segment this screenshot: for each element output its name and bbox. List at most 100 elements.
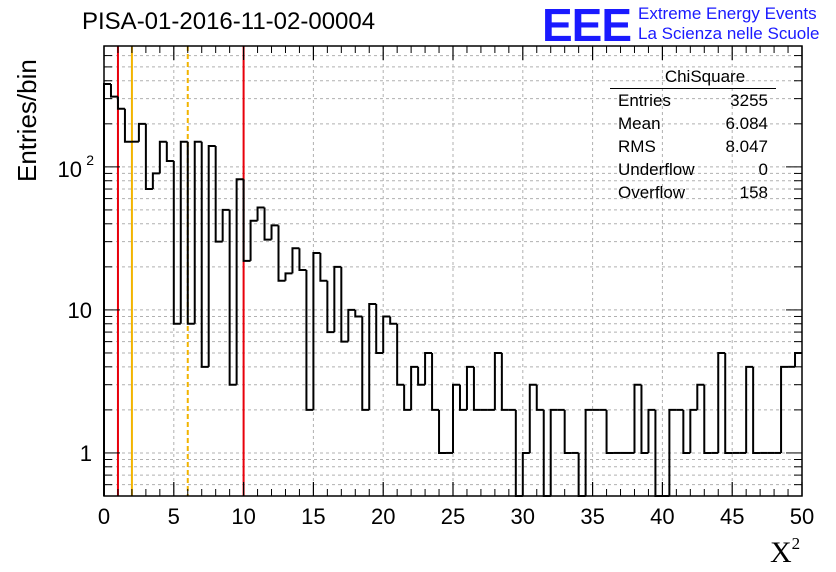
x-axis-label: X2 bbox=[770, 534, 801, 570]
stats-row: Mean 6.084 bbox=[610, 112, 776, 135]
histogram-bin bbox=[528, 383, 537, 453]
histogram-bin bbox=[375, 303, 384, 354]
chart-title: PISA-01-2016-11-02-00004 bbox=[82, 8, 376, 35]
histogram-bin bbox=[640, 384, 649, 454]
histogram-bin bbox=[452, 383, 460, 453]
histogram-bin bbox=[417, 366, 426, 386]
histogram-bin bbox=[696, 383, 705, 410]
x-tick-label: 5 bbox=[168, 504, 180, 529]
x-tick-label: 15 bbox=[301, 504, 325, 529]
stats-label: Entries bbox=[618, 91, 671, 110]
stats-row: Overflow 158 bbox=[610, 181, 776, 204]
histogram-bin bbox=[103, 82, 111, 496]
y-tick-label-exponent: 2 bbox=[86, 152, 94, 168]
histogram-bin bbox=[116, 96, 125, 110]
x-tick-label: 50 bbox=[790, 504, 814, 529]
histogram-bin bbox=[263, 207, 272, 241]
x-tick-label: 0 bbox=[98, 504, 110, 529]
histogram-bin bbox=[207, 144, 216, 367]
stats-title: ChiSquare bbox=[610, 66, 776, 89]
histogram-bin bbox=[193, 140, 202, 324]
x-axis-label-base: X bbox=[770, 536, 792, 569]
histogram-bin bbox=[724, 352, 733, 454]
histogram-bin bbox=[312, 251, 321, 410]
histogram-bin bbox=[361, 316, 370, 411]
histogram-bin bbox=[221, 208, 230, 242]
y-tick-label: 10 bbox=[68, 298, 92, 323]
histogram-bin bbox=[472, 366, 481, 411]
histogram-bin bbox=[780, 365, 789, 453]
histogram-bin bbox=[214, 145, 223, 243]
eee-logo: EEE bbox=[542, 0, 632, 51]
stats-value: 0 bbox=[758, 160, 768, 179]
histogram-bin bbox=[682, 409, 691, 454]
x-tick-label: 20 bbox=[371, 504, 395, 529]
histogram-bin bbox=[151, 172, 160, 190]
stats-label: RMS bbox=[618, 137, 656, 156]
histogram-bin bbox=[354, 309, 363, 318]
stats-row: RMS 8.047 bbox=[610, 135, 776, 158]
histogram-bin bbox=[200, 141, 209, 368]
histogram-bin bbox=[465, 365, 474, 410]
histogram-bin bbox=[368, 302, 377, 410]
histogram-bin bbox=[235, 178, 244, 385]
histogram-bin bbox=[668, 408, 677, 496]
histogram-bin bbox=[298, 248, 307, 272]
histogram-bin bbox=[535, 384, 544, 411]
y-axis-label: Entries/bin bbox=[12, 59, 42, 182]
stats-value: 8.047 bbox=[725, 137, 768, 156]
x-tick-label: 25 bbox=[441, 504, 465, 529]
stats-box: ChiSquare Entries 3255 Mean 6.084 RMS 8.047… bbox=[610, 66, 776, 204]
logo-line-2: La Scienza nelle Scuole bbox=[638, 24, 820, 43]
stats-label: Underflow bbox=[618, 160, 695, 179]
stats-row: Underflow 0 bbox=[610, 158, 776, 181]
histogram-bin bbox=[340, 266, 349, 343]
histogram-bin bbox=[605, 409, 614, 454]
histogram-bin bbox=[277, 225, 286, 282]
histogram-bin bbox=[305, 270, 314, 411]
histogram-bin bbox=[431, 352, 440, 411]
histogram-bin bbox=[165, 141, 174, 162]
histogram-bin bbox=[500, 352, 509, 411]
histogram-bin bbox=[109, 83, 118, 98]
histogram-bin bbox=[584, 408, 593, 496]
histogram-bin bbox=[563, 409, 572, 454]
x-axis-label-sup: 2 bbox=[791, 534, 801, 553]
histogram-bin bbox=[270, 224, 279, 240]
x-tick-label: 40 bbox=[650, 504, 674, 529]
histogram-bin bbox=[396, 323, 405, 386]
histogram-bin bbox=[249, 219, 258, 261]
histogram-bin bbox=[403, 384, 412, 411]
histogram-bin bbox=[172, 160, 181, 325]
logo-line-1: Extreme Energy Events bbox=[638, 4, 817, 23]
histogram-bins bbox=[103, 82, 802, 497]
x-tick-label: 35 bbox=[580, 504, 604, 529]
x-tick-label: 30 bbox=[511, 504, 535, 529]
histogram-bin bbox=[633, 383, 642, 453]
histogram-bin bbox=[410, 365, 419, 410]
histogram-bin bbox=[745, 365, 754, 453]
histogram-bin bbox=[794, 351, 802, 367]
stats-row: Entries 3255 bbox=[610, 89, 776, 112]
histogram-bin bbox=[689, 408, 698, 453]
histogram-bin bbox=[144, 123, 153, 191]
histogram-bin bbox=[179, 140, 188, 324]
y-tick-label: 1 bbox=[80, 441, 92, 466]
histogram-bin bbox=[438, 409, 447, 454]
histogram-bin bbox=[284, 272, 293, 281]
histogram-bin bbox=[291, 247, 300, 274]
stats-value: 6.084 bbox=[725, 114, 768, 133]
histogram-bin bbox=[521, 451, 530, 496]
histogram-bin bbox=[333, 265, 342, 333]
histogram-bin bbox=[717, 351, 726, 453]
histogram-bin bbox=[347, 308, 356, 342]
histogram-bin bbox=[382, 315, 391, 353]
x-tick-label: 10 bbox=[231, 504, 255, 529]
x-tick-label: 45 bbox=[720, 504, 744, 529]
histogram-bin bbox=[752, 366, 761, 454]
histogram-bin bbox=[549, 408, 558, 496]
y-tick-label: 10 bbox=[58, 157, 82, 182]
histogram-bin bbox=[228, 209, 237, 386]
